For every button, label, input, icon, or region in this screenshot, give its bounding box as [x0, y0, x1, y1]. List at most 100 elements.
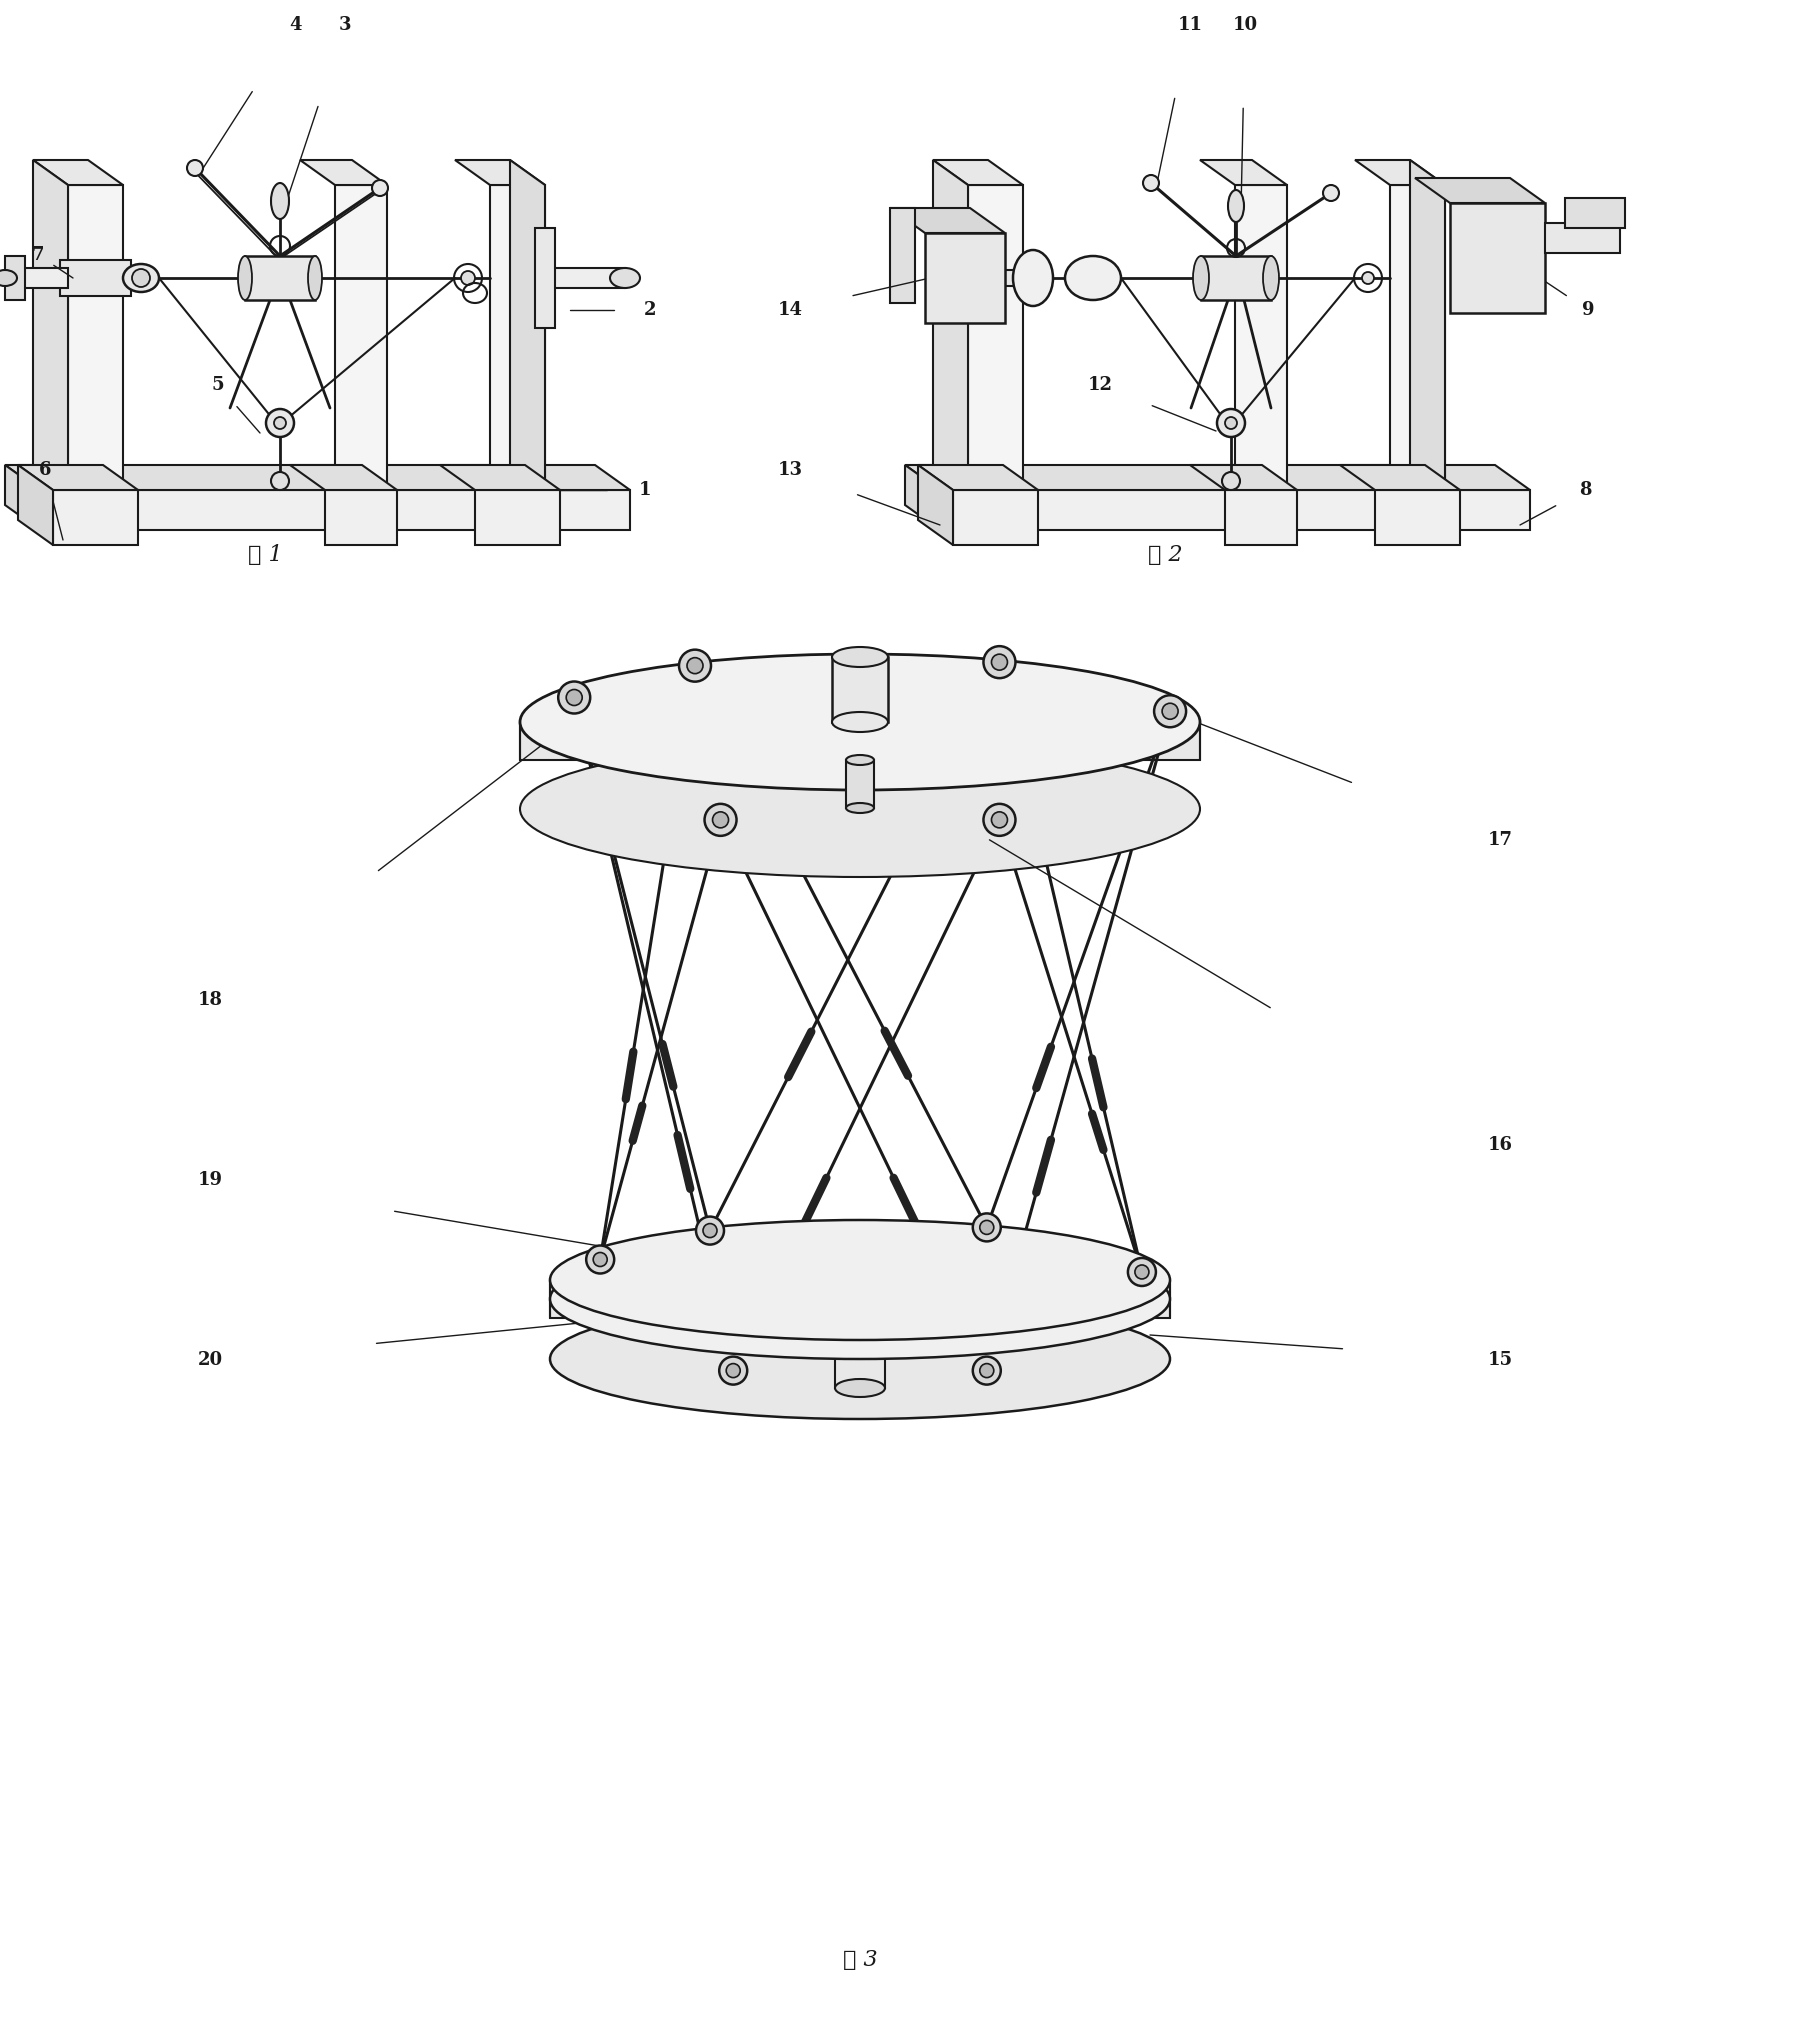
Circle shape — [973, 1357, 1002, 1385]
Polygon shape — [300, 160, 388, 184]
Bar — [1565, 198, 1624, 228]
Polygon shape — [291, 465, 397, 489]
Bar — [244, 257, 314, 299]
Ellipse shape — [845, 754, 874, 764]
Bar — [953, 489, 1038, 546]
Text: 10: 10 — [1233, 16, 1258, 34]
Bar — [1005, 271, 1032, 285]
Circle shape — [713, 813, 729, 827]
Circle shape — [679, 649, 711, 681]
Circle shape — [592, 1252, 607, 1266]
Circle shape — [1143, 176, 1160, 190]
Circle shape — [991, 655, 1007, 669]
Text: 19: 19 — [197, 1171, 223, 1189]
Circle shape — [1127, 1258, 1156, 1286]
Ellipse shape — [549, 1239, 1170, 1359]
Ellipse shape — [610, 269, 641, 287]
Bar — [325, 489, 397, 546]
Bar — [5, 257, 25, 299]
Ellipse shape — [833, 712, 889, 732]
Bar — [835, 1318, 885, 1387]
Circle shape — [727, 1363, 740, 1377]
Polygon shape — [890, 208, 1005, 233]
Polygon shape — [1201, 160, 1287, 184]
Text: 11: 11 — [1178, 16, 1203, 34]
Polygon shape — [1190, 465, 1298, 489]
Circle shape — [1224, 417, 1237, 429]
Polygon shape — [510, 160, 546, 489]
Bar — [546, 269, 625, 287]
Text: 20: 20 — [197, 1351, 223, 1369]
Text: 图 1: 图 1 — [248, 544, 282, 566]
Bar — [336, 184, 388, 489]
Text: 3: 3 — [339, 16, 352, 34]
Ellipse shape — [549, 1219, 1170, 1341]
Polygon shape — [440, 465, 560, 489]
Ellipse shape — [1264, 257, 1280, 299]
Bar — [1389, 184, 1445, 489]
Circle shape — [1222, 471, 1240, 489]
Circle shape — [1154, 696, 1186, 728]
Circle shape — [133, 269, 151, 287]
Bar — [845, 760, 874, 809]
Polygon shape — [32, 160, 124, 184]
Bar — [890, 208, 915, 303]
Ellipse shape — [309, 257, 321, 299]
Ellipse shape — [521, 740, 1201, 878]
Ellipse shape — [835, 1379, 885, 1397]
Polygon shape — [5, 465, 39, 530]
Text: 1: 1 — [639, 481, 652, 499]
Text: 8: 8 — [1580, 481, 1590, 499]
Circle shape — [275, 417, 285, 429]
Circle shape — [558, 681, 591, 714]
Circle shape — [266, 408, 294, 437]
Bar — [1224, 489, 1298, 546]
Polygon shape — [521, 722, 1201, 760]
Bar — [39, 489, 630, 530]
Text: 12: 12 — [1088, 376, 1113, 394]
Text: 17: 17 — [1488, 831, 1513, 849]
Ellipse shape — [835, 1308, 885, 1326]
Circle shape — [991, 813, 1007, 827]
Circle shape — [984, 647, 1016, 677]
Polygon shape — [549, 1280, 1170, 1318]
Ellipse shape — [124, 265, 160, 291]
Bar — [1450, 202, 1545, 313]
Bar — [476, 489, 560, 546]
Text: 14: 14 — [777, 301, 802, 319]
Text: 9: 9 — [1581, 301, 1594, 319]
Circle shape — [984, 805, 1016, 835]
Bar — [1545, 222, 1621, 253]
Text: 图 3: 图 3 — [842, 1949, 878, 1971]
Circle shape — [565, 690, 582, 706]
Text: 图 2: 图 2 — [1147, 544, 1183, 566]
Polygon shape — [1355, 160, 1445, 184]
Polygon shape — [1411, 160, 1445, 489]
Circle shape — [1217, 408, 1246, 437]
Circle shape — [704, 1223, 716, 1237]
Bar — [1201, 257, 1271, 299]
Polygon shape — [5, 465, 630, 489]
Ellipse shape — [1228, 190, 1244, 222]
Polygon shape — [1414, 178, 1545, 202]
Polygon shape — [905, 465, 1529, 489]
Ellipse shape — [549, 1298, 1170, 1419]
Circle shape — [187, 160, 203, 176]
Circle shape — [372, 180, 388, 196]
Ellipse shape — [833, 647, 889, 667]
Text: 15: 15 — [1488, 1351, 1513, 1369]
Bar — [535, 228, 555, 328]
Ellipse shape — [1064, 257, 1122, 299]
Bar — [1375, 489, 1459, 546]
Bar — [833, 657, 889, 722]
Bar — [490, 184, 546, 489]
Polygon shape — [32, 160, 68, 489]
Polygon shape — [933, 160, 1023, 184]
Polygon shape — [933, 160, 968, 489]
Polygon shape — [917, 465, 1038, 489]
Circle shape — [973, 1213, 1002, 1242]
Text: 6: 6 — [39, 461, 52, 479]
Polygon shape — [18, 465, 54, 546]
Circle shape — [587, 1246, 614, 1274]
Text: 5: 5 — [212, 376, 224, 394]
